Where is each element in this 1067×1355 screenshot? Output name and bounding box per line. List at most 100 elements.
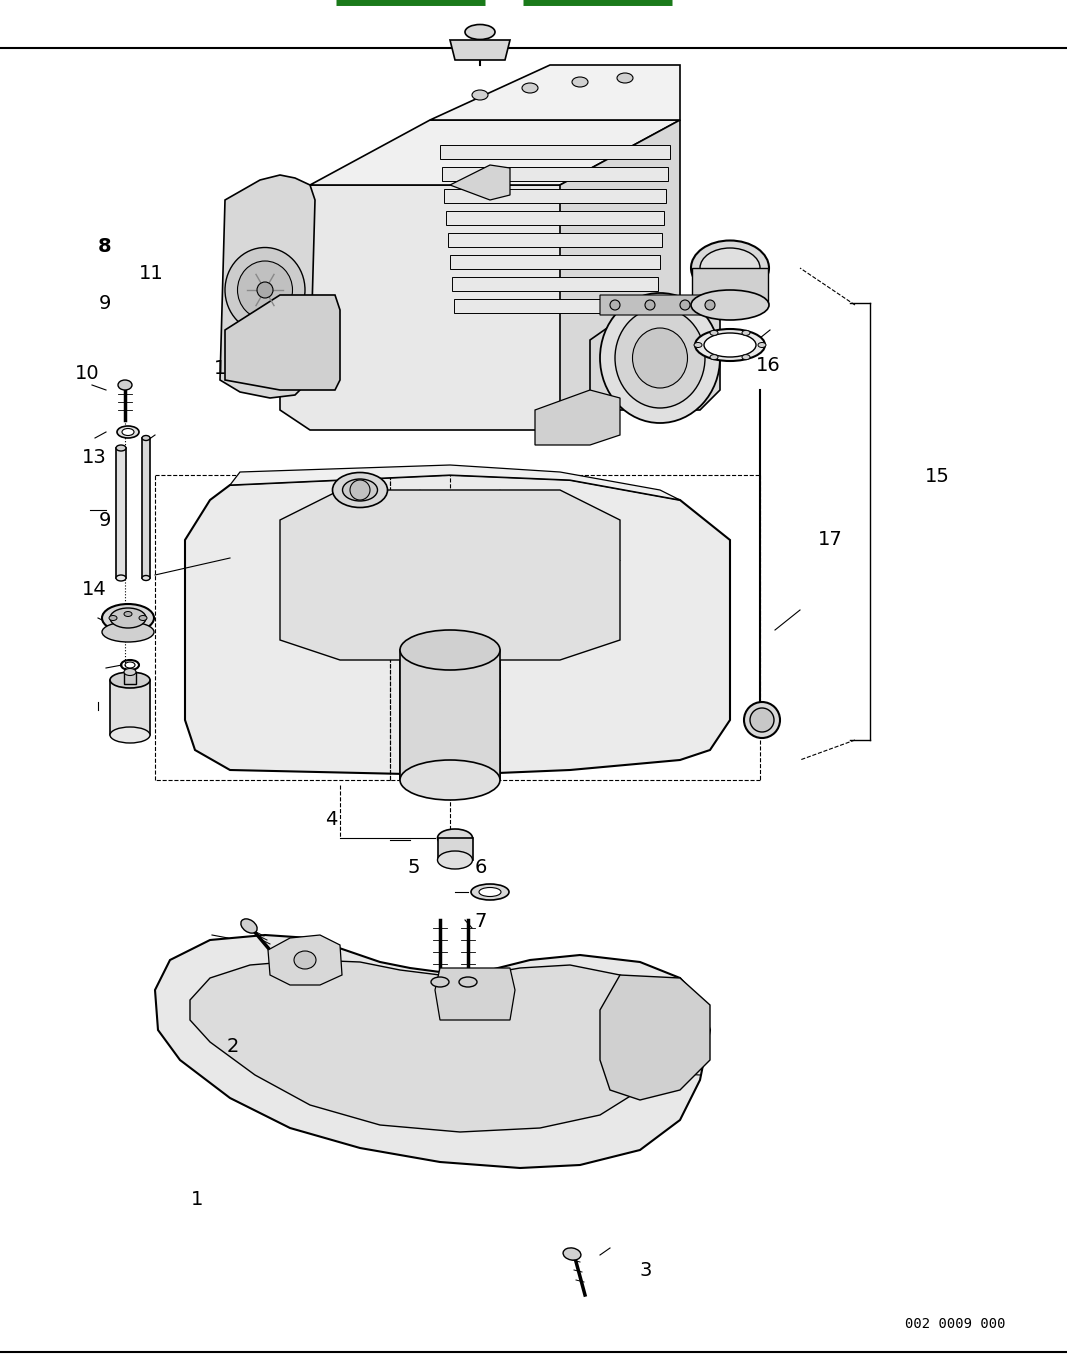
Ellipse shape: [142, 576, 150, 580]
Bar: [110, 680, 150, 734]
Ellipse shape: [343, 480, 378, 501]
Ellipse shape: [704, 333, 757, 356]
Polygon shape: [442, 167, 668, 182]
Polygon shape: [692, 268, 768, 305]
Ellipse shape: [437, 829, 473, 847]
Ellipse shape: [102, 604, 154, 631]
Circle shape: [257, 282, 273, 298]
Circle shape: [610, 299, 620, 310]
Ellipse shape: [710, 331, 718, 336]
Text: 1: 1: [191, 1190, 204, 1209]
Text: 7: 7: [474, 912, 487, 931]
Text: 17: 17: [817, 530, 843, 549]
Polygon shape: [155, 935, 710, 1168]
Polygon shape: [435, 967, 515, 1020]
Text: 9: 9: [98, 294, 111, 313]
Polygon shape: [400, 640, 500, 780]
Ellipse shape: [118, 379, 132, 390]
Ellipse shape: [465, 24, 495, 39]
Ellipse shape: [572, 77, 588, 87]
Polygon shape: [310, 121, 680, 186]
Text: 10: 10: [75, 364, 100, 383]
Ellipse shape: [633, 328, 687, 388]
Polygon shape: [446, 211, 664, 225]
Text: 3: 3: [639, 1262, 652, 1280]
Text: 11: 11: [139, 264, 164, 283]
Polygon shape: [430, 65, 680, 121]
Ellipse shape: [617, 73, 633, 83]
Ellipse shape: [742, 355, 750, 359]
Ellipse shape: [691, 290, 769, 320]
Text: 15: 15: [924, 467, 950, 486]
Text: 12: 12: [213, 359, 239, 378]
Text: 9: 9: [98, 511, 111, 530]
Ellipse shape: [122, 428, 134, 435]
Polygon shape: [280, 491, 620, 660]
Ellipse shape: [563, 1248, 580, 1260]
Circle shape: [705, 299, 715, 310]
Polygon shape: [600, 976, 710, 1100]
Ellipse shape: [400, 760, 500, 799]
Ellipse shape: [116, 444, 126, 451]
Polygon shape: [450, 165, 510, 201]
Polygon shape: [268, 935, 343, 985]
Ellipse shape: [110, 608, 146, 627]
Ellipse shape: [109, 615, 117, 621]
Circle shape: [644, 299, 655, 310]
Polygon shape: [600, 295, 724, 314]
Ellipse shape: [102, 622, 154, 642]
Ellipse shape: [333, 473, 387, 508]
Ellipse shape: [225, 248, 305, 332]
Ellipse shape: [522, 83, 538, 93]
Ellipse shape: [742, 331, 750, 336]
Ellipse shape: [459, 977, 477, 986]
Polygon shape: [590, 305, 720, 411]
Ellipse shape: [117, 425, 139, 438]
Ellipse shape: [695, 329, 765, 360]
Ellipse shape: [124, 668, 136, 676]
Circle shape: [680, 299, 690, 310]
Polygon shape: [448, 233, 662, 247]
Polygon shape: [280, 186, 590, 430]
Ellipse shape: [110, 672, 150, 688]
Ellipse shape: [241, 919, 257, 934]
Polygon shape: [190, 959, 670, 1131]
Ellipse shape: [124, 611, 132, 617]
Bar: [142, 438, 150, 579]
Polygon shape: [453, 299, 656, 313]
Ellipse shape: [431, 977, 449, 986]
Text: 8: 8: [98, 237, 111, 256]
Text: 13: 13: [81, 449, 107, 467]
Ellipse shape: [700, 248, 760, 289]
Polygon shape: [225, 295, 340, 390]
Ellipse shape: [294, 951, 316, 969]
Bar: [116, 449, 126, 579]
Text: 5: 5: [408, 858, 420, 877]
Text: 002 0009 000: 002 0009 000: [905, 1317, 1005, 1331]
Polygon shape: [535, 390, 620, 444]
Polygon shape: [560, 121, 680, 430]
Ellipse shape: [238, 262, 292, 318]
Ellipse shape: [615, 308, 705, 408]
Ellipse shape: [472, 89, 488, 100]
Ellipse shape: [600, 293, 720, 423]
Bar: [437, 837, 473, 860]
Bar: [124, 672, 136, 684]
Circle shape: [350, 480, 370, 500]
Text: 2: 2: [226, 1037, 239, 1056]
Polygon shape: [450, 41, 510, 60]
Text: 16: 16: [755, 356, 781, 375]
Ellipse shape: [110, 728, 150, 743]
Text: 6: 6: [475, 858, 488, 877]
Ellipse shape: [400, 630, 500, 669]
Ellipse shape: [691, 240, 769, 295]
Polygon shape: [452, 276, 658, 291]
Ellipse shape: [142, 435, 150, 440]
Polygon shape: [230, 465, 680, 500]
Ellipse shape: [744, 702, 780, 738]
Polygon shape: [185, 476, 730, 775]
Polygon shape: [220, 175, 315, 398]
Text: 14: 14: [81, 580, 107, 599]
Ellipse shape: [116, 575, 126, 581]
Ellipse shape: [750, 709, 774, 732]
